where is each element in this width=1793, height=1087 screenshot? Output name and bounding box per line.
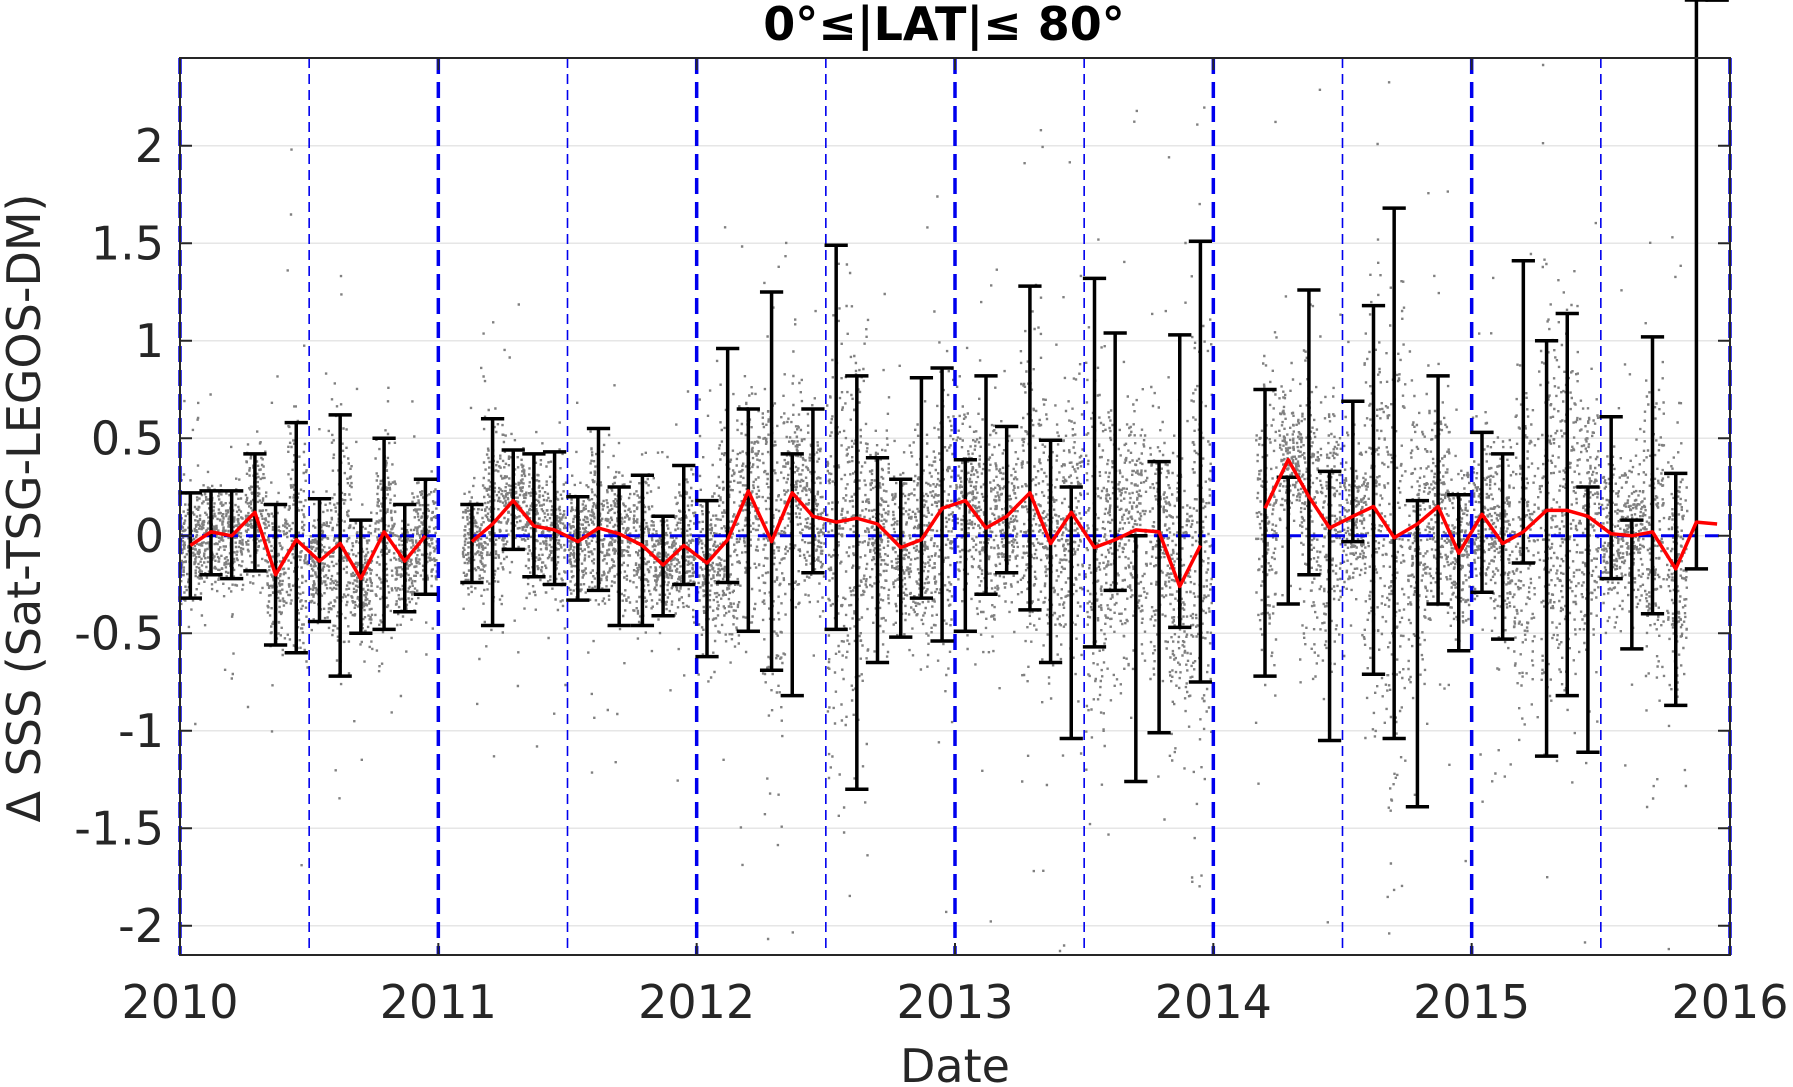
error-bar	[1664, 471, 1688, 708]
axes	[179, 57, 1731, 956]
error-bar	[1555, 311, 1579, 698]
x-tick-label: 2010	[121, 975, 238, 1029]
error-bar	[1361, 303, 1386, 676]
x-axis-title: Date	[900, 1039, 1010, 1087]
y-tick-label: 2	[135, 119, 164, 173]
error-bar	[1534, 339, 1559, 758]
y-tick-label: -0.5	[74, 606, 164, 660]
error-bar	[801, 407, 825, 575]
error-bar	[672, 463, 696, 587]
error-bar	[953, 457, 977, 634]
error-bar	[607, 485, 631, 628]
error-bar	[1599, 415, 1623, 581]
error-bar	[1684, 0, 1709, 571]
error-bar	[736, 407, 760, 634]
mean-line	[189, 457, 1718, 589]
error-bar	[1426, 374, 1450, 606]
error-bar	[586, 426, 611, 593]
error-bar	[1059, 485, 1083, 741]
error-bar	[759, 290, 784, 673]
x-tick-label: 2012	[638, 975, 755, 1029]
x-tick-label: 2013	[896, 975, 1013, 1029]
error-bar	[865, 456, 890, 665]
y-tick-label: -2	[118, 899, 164, 953]
error-bar	[1470, 430, 1494, 595]
error-bar	[1491, 452, 1515, 641]
error-bar	[1147, 459, 1171, 735]
error-bars	[178, 0, 1729, 809]
error-bar	[1038, 438, 1063, 665]
error-bar	[1511, 259, 1535, 565]
error-bar	[695, 498, 719, 659]
error-bar	[542, 450, 567, 587]
y-tick-label: 1.5	[91, 216, 164, 270]
error-bar	[1620, 518, 1644, 651]
error-bar	[630, 473, 655, 628]
y-tick-label: 0.5	[91, 411, 164, 465]
error-bar	[1447, 493, 1471, 653]
error-bar	[1253, 387, 1277, 678]
y-tick-label: 1	[135, 314, 164, 368]
chart-title: 0°≤|LAT|≤ 80°	[763, 0, 1124, 52]
error-bar	[1188, 239, 1213, 684]
x-tick-label: 2016	[1671, 975, 1788, 1029]
error-bar	[845, 374, 869, 791]
error-bar	[522, 452, 546, 579]
tick-labels: 2010 2011 2012 2013 2014 2015 2016 -2 -1.5 -1 -0.5…	[74, 119, 1788, 1029]
x-tick-label: 2015	[1413, 975, 1530, 1029]
error-bar	[1124, 534, 1148, 784]
error-bar	[566, 495, 590, 602]
error-bar	[1103, 331, 1127, 593]
error-bar	[1297, 288, 1321, 577]
error-bar	[1640, 335, 1665, 616]
y-tick-label: 0	[135, 509, 164, 563]
x-tick-label: 2011	[380, 975, 497, 1029]
y-tick-label: -1.5	[74, 801, 164, 855]
error-bar	[1576, 485, 1600, 754]
error-bar	[824, 243, 848, 632]
x-tick-label: 2014	[1155, 975, 1272, 1029]
mean-line-path	[189, 457, 1718, 589]
error-bar	[1317, 469, 1342, 743]
error-bar	[716, 346, 740, 585]
error-bar	[995, 424, 1019, 575]
error-bar	[1382, 206, 1406, 741]
error-bar	[889, 477, 913, 639]
error-bar	[1168, 333, 1192, 630]
error-bar	[1405, 498, 1430, 809]
error-bar	[1018, 284, 1042, 612]
error-bar	[284, 420, 308, 655]
y-tick-label: -1	[118, 704, 164, 758]
error-bar	[460, 502, 484, 585]
y-axis-title: Δ SSS (Sat-TSG-LEGOS-DM)	[0, 194, 51, 823]
error-bar	[974, 374, 998, 596]
error-bar	[1082, 276, 1107, 649]
error-bar	[930, 366, 954, 643]
error-bar	[909, 376, 934, 600]
